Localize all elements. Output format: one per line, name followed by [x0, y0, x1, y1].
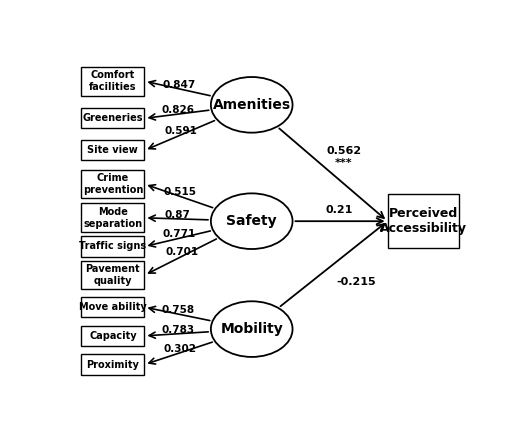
- Ellipse shape: [211, 193, 292, 249]
- Text: 0.87: 0.87: [165, 210, 191, 220]
- FancyBboxPatch shape: [81, 261, 144, 290]
- Text: 0.758: 0.758: [162, 305, 195, 315]
- Text: 0.826: 0.826: [161, 105, 194, 115]
- Text: Safety: Safety: [227, 214, 277, 228]
- Text: Crime
prevention: Crime prevention: [83, 173, 143, 195]
- Text: 0.701: 0.701: [165, 247, 198, 258]
- FancyBboxPatch shape: [81, 140, 144, 160]
- Text: Proximity: Proximity: [86, 360, 139, 370]
- Text: -0.215: -0.215: [336, 277, 376, 287]
- FancyBboxPatch shape: [81, 170, 144, 198]
- Text: 0.847: 0.847: [162, 80, 196, 90]
- Text: 0.591: 0.591: [164, 126, 197, 136]
- FancyBboxPatch shape: [81, 297, 144, 317]
- FancyBboxPatch shape: [81, 204, 144, 232]
- Ellipse shape: [211, 301, 292, 357]
- Text: Traffic signs: Traffic signs: [79, 241, 147, 251]
- Text: Capacity: Capacity: [89, 331, 136, 341]
- Text: Mobility: Mobility: [220, 322, 283, 336]
- Text: Amenities: Amenities: [213, 98, 291, 112]
- Text: Mode
separation: Mode separation: [83, 207, 142, 229]
- Text: Move ability: Move ability: [79, 302, 147, 312]
- Text: 0.771: 0.771: [162, 230, 196, 239]
- Ellipse shape: [211, 77, 292, 133]
- Text: Pavement
quality: Pavement quality: [85, 265, 140, 286]
- FancyBboxPatch shape: [387, 194, 459, 248]
- Text: 0.302: 0.302: [163, 344, 196, 354]
- FancyBboxPatch shape: [81, 108, 144, 128]
- Text: Greeneries: Greeneries: [83, 113, 143, 124]
- Text: 0.21: 0.21: [326, 205, 353, 215]
- FancyBboxPatch shape: [81, 354, 144, 374]
- Text: Perceived
Accessibility: Perceived Accessibility: [380, 207, 467, 235]
- Text: 0.562
***: 0.562 ***: [326, 146, 361, 168]
- FancyBboxPatch shape: [81, 67, 144, 95]
- FancyBboxPatch shape: [81, 326, 144, 346]
- FancyBboxPatch shape: [81, 237, 144, 257]
- Text: Comfort
facilities: Comfort facilities: [89, 71, 136, 92]
- Text: 0.783: 0.783: [161, 325, 194, 335]
- Text: Site view: Site view: [87, 145, 138, 155]
- Text: 0.515: 0.515: [163, 187, 197, 197]
